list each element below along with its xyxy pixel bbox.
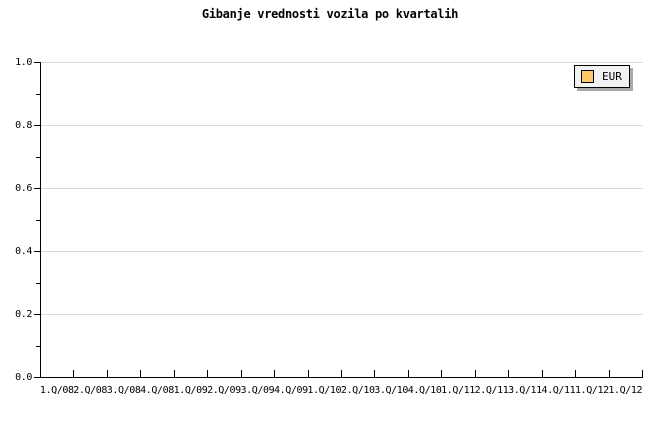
x-axis-category-label: 2.Q/11	[474, 385, 509, 396]
x-axis-tick	[374, 370, 375, 377]
legend-swatch-eur-icon	[581, 70, 594, 83]
x-axis-category-label: 3.Q/11	[508, 385, 542, 396]
x-axis-tick	[341, 370, 342, 377]
y-axis-major-tick	[34, 314, 40, 315]
y-axis-tick-label: 0.0	[15, 372, 32, 383]
x-axis-tick	[174, 370, 175, 377]
y-axis-tick-label: 0.6	[15, 183, 32, 194]
y-grid-line	[41, 314, 643, 315]
chart-title: Gibanje vrednosti vozila po kvartalih	[201, 7, 459, 21]
x-axis-category-label: 4.Q/11	[541, 385, 576, 396]
x-axis-category-label: 1.Q/09	[173, 385, 208, 396]
x-axis-tick	[408, 370, 409, 377]
x-axis-category-label: 1.Q/12	[574, 385, 609, 396]
x-axis-tick	[140, 370, 141, 377]
x-axis-tick	[241, 370, 242, 377]
y-grid-line	[41, 251, 643, 252]
x-axis-category-label: 1.Q/08	[39, 385, 74, 396]
x-axis-category-label: 2.Q/09	[207, 385, 241, 396]
y-axis-major-tick	[34, 377, 40, 378]
y-axis-tick-label: 0.4	[15, 246, 32, 257]
x-axis-tick	[542, 370, 543, 377]
x-axis-category-label: 1.Q/10	[307, 385, 342, 396]
x-axis-tick	[508, 370, 509, 377]
x-axis-tick	[575, 370, 576, 377]
x-axis-tick	[207, 370, 208, 377]
y-axis-minor-tick	[36, 219, 40, 221]
y-axis-major-tick	[34, 188, 40, 189]
x-axis-tick	[107, 370, 108, 377]
x-axis-category-label: 3.Q/09	[240, 385, 275, 396]
x-axis-category-label: 2.Q/08	[73, 385, 108, 396]
y-grid-line	[41, 188, 643, 189]
x-axis-category-label: 1.Q/11	[441, 385, 475, 396]
y-axis-tick-label: 0.8	[15, 120, 32, 131]
x-axis-category-label: 3.Q/10	[374, 385, 409, 396]
y-axis-minor-tick	[36, 93, 40, 95]
x-axis-category-label: 2.Q/10	[340, 385, 375, 396]
legend-label-eur: EUR	[602, 70, 622, 83]
x-axis-category-label: 4.Q/10	[407, 385, 442, 396]
y-axis-major-tick	[34, 251, 40, 252]
y-axis-major-tick	[34, 62, 40, 63]
y-axis-minor-tick	[36, 282, 40, 284]
y-axis-major-tick	[34, 125, 40, 126]
x-axis-tick	[40, 370, 41, 377]
x-axis-tick	[308, 370, 309, 377]
x-axis-tick	[73, 370, 74, 377]
y-grid-line	[41, 125, 643, 126]
x-axis-tick	[609, 370, 610, 377]
x-axis-tick	[475, 370, 476, 377]
y-axis-tick-label: 0.2	[15, 309, 32, 320]
x-axis-category-label: 1.Q/12	[608, 385, 643, 396]
y-axis-minor-tick	[36, 156, 40, 158]
legend: EUR	[574, 65, 630, 88]
y-axis-tick-label: 1.0	[15, 57, 32, 68]
x-axis-tick	[642, 370, 643, 377]
x-axis-tick	[441, 370, 442, 377]
x-axis-category-label: 3.Q/08	[106, 385, 141, 396]
x-axis-tick	[274, 370, 275, 377]
x-axis-category-label: 4.Q/09	[273, 385, 308, 396]
x-axis-category-label: 4.Q/08	[140, 385, 174, 396]
y-grid-line	[41, 62, 643, 63]
plot-area	[40, 62, 643, 378]
y-axis-minor-tick	[36, 345, 40, 347]
